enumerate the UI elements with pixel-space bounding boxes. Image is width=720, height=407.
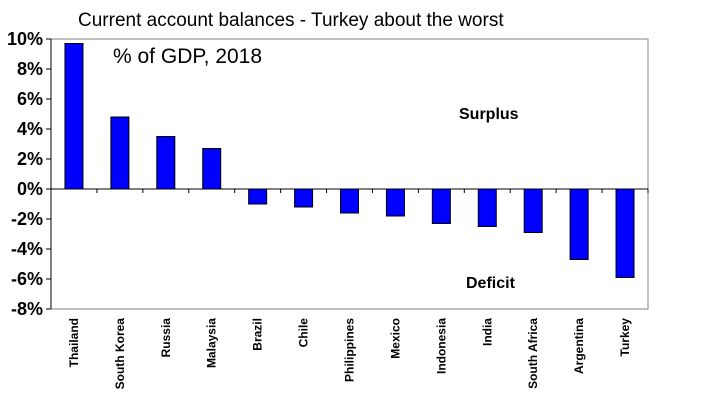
chart-title: Current account balances - Turkey about … [78,10,504,31]
x-tick-label: Argentina [572,318,586,374]
y-tick-label: 6% [17,89,43,109]
plot-area-frame [50,38,649,310]
bar-philippines [340,188,359,214]
bar-argentina [569,188,589,260]
y-tick-label: 0% [17,179,43,199]
y-tick-label: 4% [17,119,43,139]
bar-chile [294,188,314,208]
bar-indonesia [431,188,451,224]
x-tick-label: Brazil [251,318,265,351]
y-tick-label: 8% [17,59,43,79]
x-tick-label: Malaysia [205,318,219,368]
bar-turkey [615,188,635,278]
x-tick-label: Turkey [618,318,632,357]
x-tick-label: South Korea [113,318,127,390]
x-tick-label: India [480,318,494,346]
x-tick-label: Thailand [67,318,81,367]
y-tick-label: -6% [11,269,43,289]
bar-brazil [248,188,268,205]
bars-group [64,43,635,278]
chart-subtitle: % of GDP, 2018 [113,45,262,68]
y-tick-label: 10% [7,29,43,49]
bar-south-africa [523,188,543,233]
y-axis: 10% 8% 6% 4% 2% 0% -2% -4% -6% -8% [7,29,52,319]
x-tick-label: Mexico [388,318,402,359]
x-tick-label: South Africa [526,318,540,389]
y-tick-label: -2% [11,209,43,229]
x-tick-label: Indonesia [434,318,448,374]
bar-south-korea [110,116,130,190]
x-tick-label: Philippines [343,318,357,382]
y-tick-label: 2% [17,149,43,169]
deficit-label: Deficit [466,275,516,292]
bar-russia [156,136,176,190]
bar-india [477,188,497,227]
y-tick-label: -8% [11,299,43,319]
surplus-label: Surplus [459,106,519,123]
x-tick-label: Russia [159,318,173,358]
x-axis: Thailand South Korea Russia Malaysia Brazil C… [50,188,649,390]
x-tick-label: Chile [297,318,311,348]
bar-malaysia [202,148,222,190]
y-tick-label: -4% [11,239,43,259]
bar-mexico [385,188,405,217]
bar-thailand [64,43,84,190]
